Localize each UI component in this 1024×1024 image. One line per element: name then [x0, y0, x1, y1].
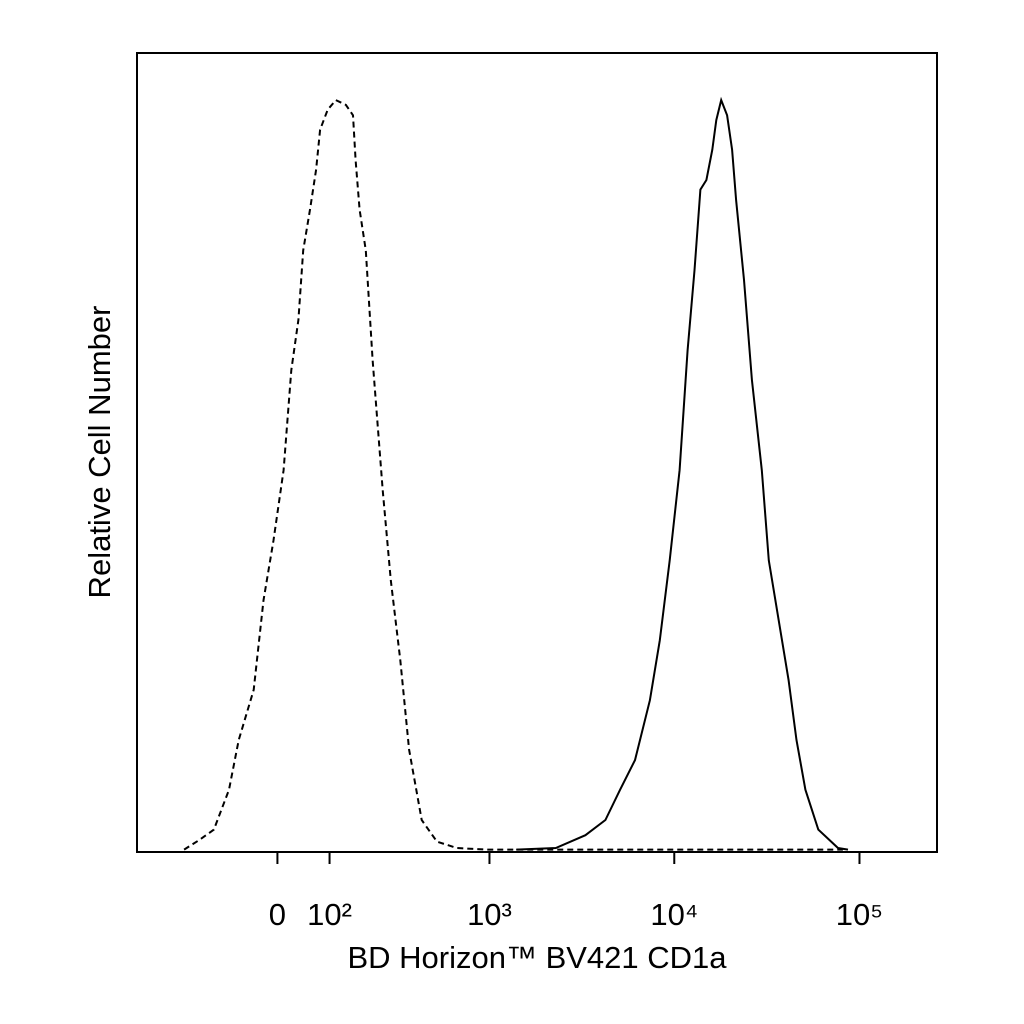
x-tick-label: 10³ — [467, 897, 512, 932]
histogram-solid — [516, 96, 849, 851]
plot-frame — [136, 52, 938, 853]
x-tick-label: 10⁵ — [836, 897, 883, 932]
x-tick-label: 10² — [307, 897, 352, 932]
x-tick-label: 0 — [269, 897, 286, 932]
histogram-dashed — [183, 98, 843, 851]
x-tick-label: 10⁴ — [650, 897, 698, 932]
y-axis-title: Relative Cell Number — [82, 306, 117, 599]
x-axis-title: BD Horizon™ BV421 CD1a — [347, 940, 727, 975]
